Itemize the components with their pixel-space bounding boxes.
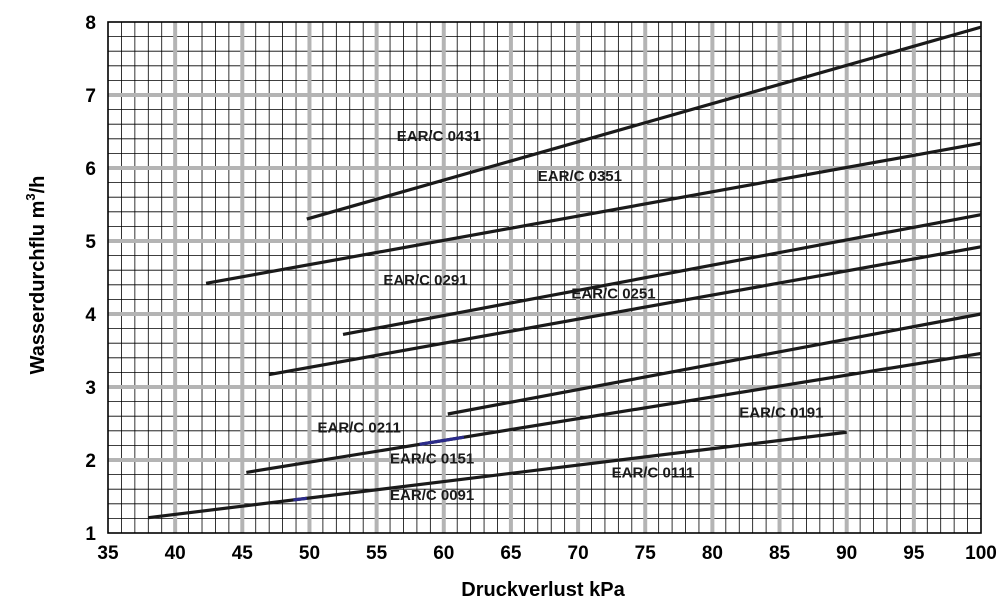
series-line-ear-c-0251 bbox=[268, 245, 982, 377]
x-tick-label: 55 bbox=[366, 543, 388, 564]
y-tick-label: 1 bbox=[85, 524, 96, 545]
series-label: EAR/C 0111 bbox=[612, 465, 695, 482]
series-line-ear-c-0191 bbox=[447, 312, 982, 416]
series-label: EAR/C 0251 bbox=[571, 286, 655, 303]
y-axis-title: Wasserdurchflu m3/h bbox=[23, 176, 49, 375]
x-tick-label: 35 bbox=[97, 543, 119, 564]
x-tick-label: 70 bbox=[568, 543, 589, 564]
series-line-ear-c-0291 bbox=[342, 213, 982, 337]
x-tick-label: 95 bbox=[903, 543, 925, 564]
series-label: EAR/C 0431 bbox=[397, 128, 481, 145]
y-axis-title-main: Wasserdurchflu m bbox=[27, 201, 49, 375]
x-tick-label: 60 bbox=[433, 543, 454, 564]
y-tick-label: 6 bbox=[85, 159, 96, 180]
series-accent-segment bbox=[293, 496, 307, 502]
y-tick-label: 5 bbox=[85, 232, 96, 253]
x-tick-label: 65 bbox=[500, 543, 522, 564]
x-tick-label: 50 bbox=[299, 543, 320, 564]
series-label: EAR/C 0351 bbox=[538, 168, 622, 185]
y-axis-title-unit: /h bbox=[27, 176, 49, 194]
x-tick-label: 45 bbox=[232, 543, 254, 564]
series-line-ear-c-0431 bbox=[306, 25, 982, 221]
series-label: EAR/C 0091 bbox=[390, 487, 474, 504]
x-tick-label: 75 bbox=[635, 543, 657, 564]
series-line-ear-c-0211 bbox=[246, 351, 982, 474]
series-line-ear-c-0151 bbox=[148, 430, 847, 520]
y-tick-label: 4 bbox=[85, 305, 96, 326]
y-tick-label: 8 bbox=[85, 13, 96, 34]
series-label: EAR/C 0151 bbox=[390, 451, 474, 468]
y-tick-label: 7 bbox=[85, 86, 96, 107]
x-tick-label: 80 bbox=[702, 543, 723, 564]
series-line-ear-c-0351 bbox=[205, 141, 982, 285]
x-axis-title: Druckverlust kPa bbox=[461, 579, 625, 601]
y-tick-label: 3 bbox=[85, 378, 96, 399]
x-tick-label: 40 bbox=[165, 543, 186, 564]
y-axis-tick-labels: 1 2 3 4 5 6 7 8 bbox=[85, 13, 96, 545]
series-label: EAR/C 0191 bbox=[739, 405, 823, 422]
x-tick-label: 85 bbox=[769, 543, 791, 564]
series-lines bbox=[148, 25, 982, 520]
series-labels: EAR/C 0431 EAR/C 0351 EAR/C 0291 EAR/C 0251… bbox=[318, 128, 824, 504]
grid-minor bbox=[108, 22, 981, 533]
x-axis-tick-labels: 35 40 45 50 55 60 65 70 75 80 85 90 95 100 bbox=[97, 543, 996, 564]
y-axis-title-superscript: 3 bbox=[23, 193, 38, 200]
series-label: EAR/C 0211 bbox=[318, 419, 401, 436]
series-accent-segment bbox=[419, 435, 465, 446]
series-label: EAR/C 0291 bbox=[383, 272, 467, 289]
x-tick-label: 90 bbox=[836, 543, 857, 564]
y-tick-label: 2 bbox=[85, 451, 96, 472]
x-tick-label: 100 bbox=[965, 543, 997, 564]
plot-frame bbox=[107, 21, 982, 534]
